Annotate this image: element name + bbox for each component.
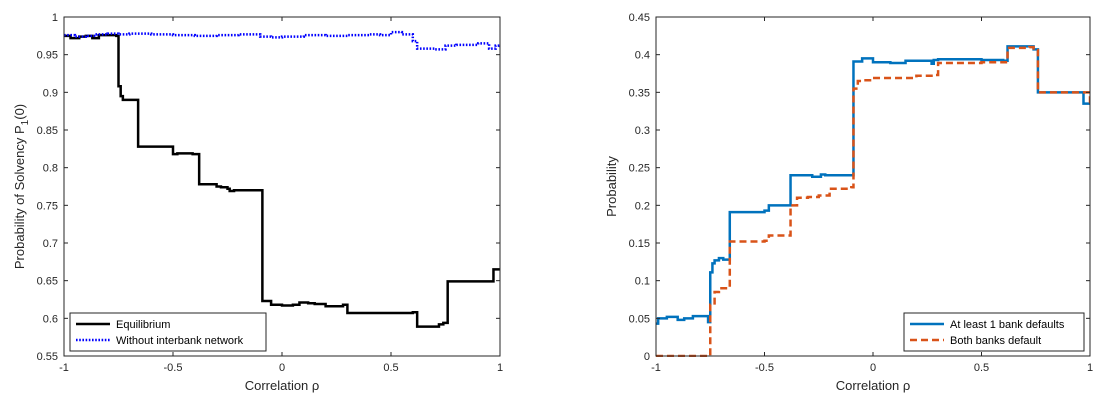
x-axis-label: Correlation ρ xyxy=(245,378,320,393)
legend-label: Without interbank network xyxy=(116,335,244,347)
y-axis-label: Probability of Solvency P1(0) xyxy=(12,104,31,269)
y-tick-label: 0.9 xyxy=(43,87,58,99)
x-tick-label: -1 xyxy=(651,362,661,374)
y-tick-label: 0.25 xyxy=(629,163,650,175)
series-line-both-banks-default xyxy=(656,45,1090,357)
x-tick-label: 1 xyxy=(1087,362,1093,374)
series-line-at-least-1-bank-defaults xyxy=(656,45,1090,325)
y-tick-label: 0.2 xyxy=(635,200,650,212)
y-tick-label: 0.75 xyxy=(37,200,58,212)
x-axis-label: Correlation ρ xyxy=(836,378,911,393)
y-tick-label: 0.15 xyxy=(629,238,650,250)
y-tick-label: 0.05 xyxy=(629,313,650,325)
y-tick-label: 0.45 xyxy=(629,12,650,24)
plot-area xyxy=(656,17,1090,356)
legend: Equilibrium Without interbank network xyxy=(69,312,267,352)
y-tick-label: 0.95 xyxy=(37,50,58,62)
series-line-equilibrium xyxy=(64,33,500,328)
y-tick-label: 0.55 xyxy=(37,351,58,363)
plot-area xyxy=(64,17,500,356)
x-tick-label: 0.5 xyxy=(974,362,989,374)
y-tick-label: 0.1 xyxy=(635,276,650,288)
y-tick-label: 0.35 xyxy=(629,87,650,99)
x-tick-label: -0.5 xyxy=(755,362,774,374)
legend-box xyxy=(903,312,1085,352)
y-tick-label: 0.85 xyxy=(37,125,58,137)
y-tick-label: 0.6 xyxy=(43,313,58,325)
legend-label: At least 1 bank defaults xyxy=(950,319,1065,331)
x-tick-label: -0.5 xyxy=(164,362,183,374)
y-tick-label: 0.4 xyxy=(635,50,650,62)
y-tick-label: 0.65 xyxy=(37,276,58,288)
series-group xyxy=(64,30,500,328)
series-line-without-interbank-network xyxy=(64,30,500,51)
left-chart-panel: -1 -0.5 0 0.5 1 0.55 0.6 0.65 0.7 0.75 0.8 0.85 0.9 0… xyxy=(12,12,503,393)
x-tick-label: -1 xyxy=(59,362,69,374)
legend-label: Equilibrium xyxy=(116,319,170,331)
y-axis-label: Probability xyxy=(604,156,619,217)
x-tick-label: 0 xyxy=(279,362,285,374)
y-tick-label: 0.7 xyxy=(43,238,58,250)
y-tick-label: 0.8 xyxy=(43,163,58,175)
y-tick-label: 0.3 xyxy=(635,125,650,137)
y-tick-label: 1 xyxy=(52,12,58,24)
series-group xyxy=(656,45,1090,357)
legend-box xyxy=(69,312,267,352)
x-tick-label: 1 xyxy=(497,362,503,374)
right-chart-panel: -1 -0.5 0 0.5 1 0 0.05 0.1 0.15 0.2 0.25 0.3 0.35 0.4… xyxy=(604,12,1093,393)
legend-label: Both banks default xyxy=(950,335,1041,347)
x-tick-label: 0 xyxy=(870,362,876,374)
x-tick-label: 0.5 xyxy=(383,362,398,374)
y-tick-label: 0 xyxy=(644,351,650,363)
legend: At least 1 bank defaults Both banks defau… xyxy=(903,312,1085,352)
